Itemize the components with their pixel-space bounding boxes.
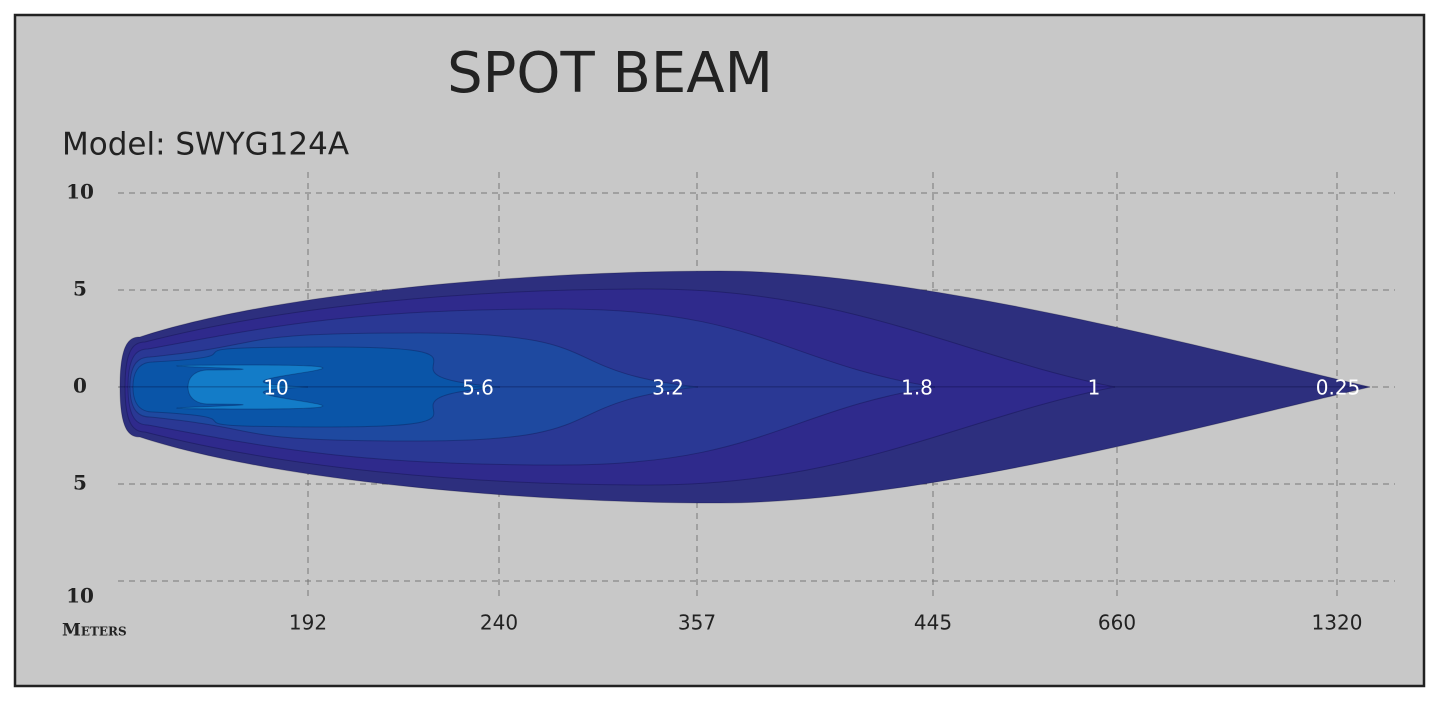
x-tick-label: 660 [1098,611,1136,635]
x-tick-label: 445 [914,611,952,635]
contour-half [176,386,324,410]
y-tick-label: 0 [73,374,87,398]
contour-label: 10 [263,376,288,400]
contour-half [176,364,324,388]
x-tick-label: 357 [678,611,716,635]
contour-label: 0.25 [1316,376,1361,400]
x-tick-label: 1320 [1312,611,1363,635]
y-tick-label: 5 [73,277,87,301]
contour-label: 1.8 [901,376,933,400]
x-axis-label: Meters [62,621,127,641]
chart-title: SPOT BEAM [447,41,773,106]
beam-contour [176,364,324,410]
contour-label: 1 [1088,376,1101,400]
y-tick-label: 5 [73,471,87,495]
x-tick-label: 240 [480,611,518,635]
x-tick-label: 192 [289,611,327,635]
y-tick-label: 10 [66,180,94,204]
contour-label: 3.2 [652,376,684,400]
contour-label: 5.6 [462,376,494,400]
chart-subtitle: Model: SWYG124A [62,127,349,163]
y-tick-label: 10 [66,584,94,608]
